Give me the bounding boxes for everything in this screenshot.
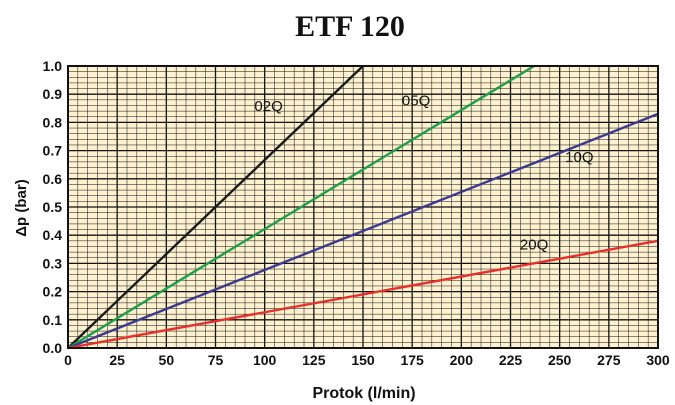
grid <box>68 66 658 348</box>
x-tick-label: 250 <box>548 352 572 368</box>
series-label-05q: 05Q <box>402 92 430 109</box>
series-group <box>67 64 659 350</box>
x-tick-label: 75 <box>208 352 224 368</box>
y-axis-label: Δp (bar) <box>13 179 30 236</box>
y-tick-label: 0.6 <box>43 171 63 187</box>
y-tick-label: 0.9 <box>43 86 63 102</box>
y-tick-label: 0.2 <box>43 284 63 300</box>
series-labels: 02Q 05Q 10Q 20Q <box>254 92 593 253</box>
x-tick-label: 275 <box>597 352 621 368</box>
chart-title: ETF 120 <box>295 10 405 43</box>
x-tick-label: 50 <box>159 352 175 368</box>
y-tick-label: 0.0 <box>43 340 63 356</box>
x-tick-label: 225 <box>499 352 523 368</box>
series-line-05q <box>67 64 535 350</box>
y-tick-label: 0.1 <box>43 312 63 328</box>
x-tick-label: 100 <box>253 352 277 368</box>
y-tick-label: 0.3 <box>43 255 63 271</box>
x-tick-label: 150 <box>351 352 375 368</box>
series-label-02q: 02Q <box>254 98 282 115</box>
x-tick-label: 125 <box>302 352 326 368</box>
y-tick-label: 0.7 <box>43 143 63 159</box>
y-tick-label: 0.4 <box>43 227 63 243</box>
y-tick-label: 0.5 <box>43 199 63 215</box>
series-label-20q: 20Q <box>520 236 548 253</box>
x-tick-label: 300 <box>646 352 670 368</box>
x-axis-label: Protok (l/min) <box>312 385 415 402</box>
x-tick-label: 200 <box>450 352 474 368</box>
x-tick-label: 25 <box>109 352 125 368</box>
y-tick-label: 1.0 <box>43 58 63 74</box>
y-tick-label: 0.8 <box>43 114 63 130</box>
y-axis-ticks: 0.0 0.1 0.2 0.3 0.4 0.5 0.6 0.7 0.8 0.9 1.0 <box>43 58 63 356</box>
plot-frame <box>67 65 659 349</box>
series-line-10q <box>67 112 659 350</box>
series-line-20q <box>67 239 659 350</box>
series-label-10q: 10Q <box>565 149 593 166</box>
x-tick-label: 0 <box>64 352 72 368</box>
x-tick-label: 175 <box>400 352 424 368</box>
series-line-02q <box>67 65 364 349</box>
x-axis-ticks: 0 25 50 75 100 125 150 175 200 225 250 275 300 <box>64 352 670 368</box>
